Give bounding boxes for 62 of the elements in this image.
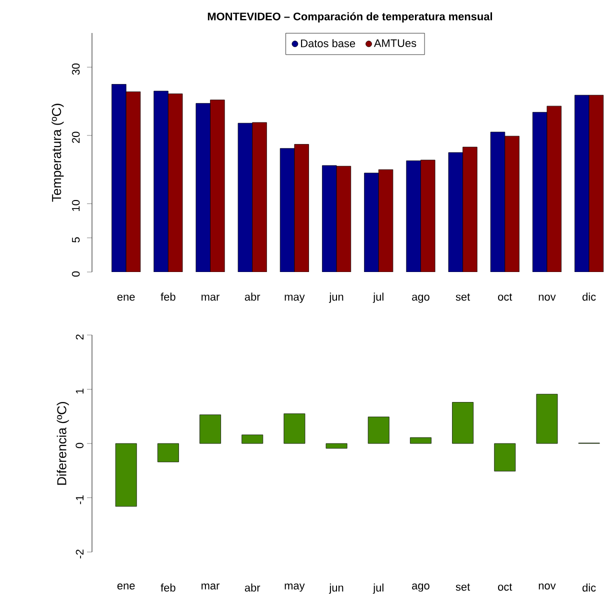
bar (368, 416, 390, 444)
bar (410, 437, 432, 444)
legend-label: AMTUes (374, 39, 416, 48)
x-tick-label: ene (117, 584, 135, 590)
bar (504, 136, 520, 272)
bar (546, 106, 562, 272)
x-tick-label: oct (498, 294, 512, 301)
bar (168, 94, 183, 272)
bar (284, 413, 306, 444)
y-tick-label: -2 (76, 550, 84, 558)
bar (536, 394, 558, 444)
x-tick-label: may (284, 584, 305, 592)
y-tick-label: 30 (72, 63, 80, 75)
x-tick-label: set (456, 294, 470, 301)
y-tick-label: 20 (72, 132, 80, 143)
x-tick-label: set (456, 584, 470, 591)
chart-title: MONTEVIDEO – Comparación de temperatura mensual (208, 12, 492, 22)
bar (157, 443, 179, 462)
x-tick-label: feb (160, 292, 176, 301)
bar (588, 94, 604, 272)
x-tick-label: jul (372, 584, 384, 594)
x-tick-label: jun (328, 584, 344, 594)
y-tick-label: 0 (76, 442, 84, 448)
y-tick-label: 5 (72, 237, 80, 242)
bar (378, 169, 394, 272)
x-tick-label: abr (244, 584, 260, 592)
y-tick-label: -1 (76, 495, 84, 504)
x-tick-label: dic (582, 292, 596, 301)
x-tick-label: ago (412, 584, 430, 592)
x-tick-label: abr (244, 292, 260, 301)
x-tick-label: nov (538, 584, 556, 590)
x-tick-label: jul (372, 292, 384, 303)
x-tick-label: oct (498, 584, 512, 591)
x-tick-label: may (284, 294, 305, 303)
x-tick-label: dic (582, 584, 596, 592)
x-tick-label: mar (202, 584, 220, 590)
y-axis-title: Diferencia (ºC) (56, 402, 69, 485)
bar (252, 122, 267, 272)
bar (115, 443, 137, 507)
bar (336, 166, 352, 272)
bar (326, 443, 348, 449)
bar (210, 100, 225, 272)
x-tick-label: mar (202, 294, 220, 301)
x-tick-label: feb (160, 584, 176, 592)
y-tick-label: 2 (76, 334, 84, 340)
x-tick-label: ene (117, 294, 135, 301)
bar (420, 160, 436, 272)
bar (294, 144, 309, 272)
bar (126, 92, 141, 272)
x-tick-label: nov (538, 294, 556, 301)
x-tick-label: ago (412, 294, 430, 303)
y-tick-label: 10 (72, 200, 80, 211)
bar (494, 443, 516, 472)
y-tick-label: 1 (76, 388, 84, 394)
y-tick-label: 0 (72, 271, 80, 277)
bar (452, 402, 474, 444)
bar (462, 146, 478, 272)
y-axis-title: Temperatura (ºC) (52, 104, 64, 202)
bar (200, 414, 221, 444)
bar (242, 434, 264, 444)
x-tick-label: jun (328, 292, 344, 303)
legend-label: Datos base (301, 39, 356, 48)
